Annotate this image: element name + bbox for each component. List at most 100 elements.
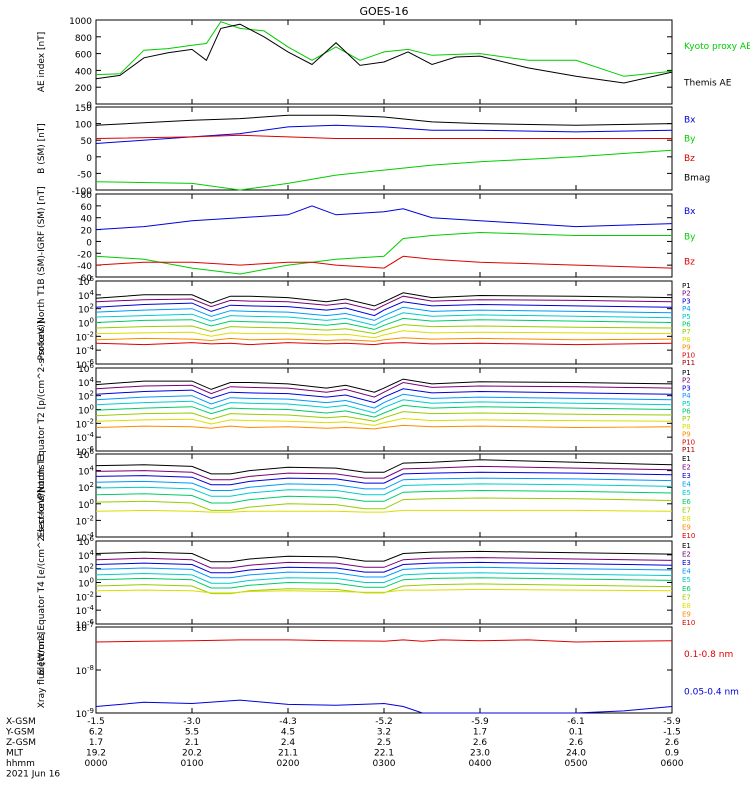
series-line-p2 bbox=[95, 295, 673, 311]
legend-label: E7 bbox=[682, 506, 691, 514]
footer-value: -5.9 bbox=[471, 717, 489, 727]
legend-label: E5 bbox=[682, 489, 691, 497]
legend-label: P10 bbox=[682, 351, 695, 359]
footer-value: 0000 bbox=[85, 759, 108, 769]
series-line-kyoto-proxy-ae bbox=[95, 21, 673, 77]
y-tick-label: 10-2 bbox=[76, 417, 94, 430]
series-line-p7 bbox=[95, 324, 673, 335]
y-axis-label: B (SM)-IGRF (SM) [nT] bbox=[37, 186, 47, 284]
y-tick-label: 400 bbox=[75, 67, 92, 77]
series-line-p4 bbox=[95, 306, 673, 321]
y-tick-label: 80 bbox=[81, 191, 93, 201]
panel-frame bbox=[95, 280, 673, 365]
legend-label: P9 bbox=[682, 431, 691, 439]
legend-label: P3 bbox=[682, 384, 691, 392]
y-tick-label: 800 bbox=[75, 34, 92, 44]
legend-label: 0.1-0.8 nm bbox=[684, 650, 733, 660]
footer-value: 1.7 bbox=[473, 728, 487, 738]
legend-label: P5 bbox=[682, 313, 691, 321]
footer-value: 5.5 bbox=[185, 728, 199, 738]
legend-label: Bx bbox=[684, 207, 696, 217]
legend-label: E4 bbox=[682, 568, 691, 576]
series-line-e6 bbox=[95, 489, 673, 504]
footer-value: 0.1 bbox=[569, 728, 583, 738]
footer-value: -1.5 bbox=[663, 728, 681, 738]
footer-value: 2.4 bbox=[281, 738, 296, 748]
footer-row-label: Y-GSM bbox=[5, 728, 34, 738]
plot-title: GOES-16 bbox=[359, 5, 408, 18]
y-tick-label: 50 bbox=[81, 137, 93, 147]
legend-label: By bbox=[684, 232, 696, 242]
series-line-p1 bbox=[95, 292, 673, 307]
legend-label: E1 bbox=[682, 455, 691, 463]
y-axis-label: B (SM) [nT] bbox=[37, 123, 47, 174]
y-tick-label: -40 bbox=[77, 262, 92, 272]
series-line-e1 bbox=[95, 459, 673, 475]
y-tick-label: 10-4 bbox=[76, 604, 95, 617]
footer-value: 0500 bbox=[565, 759, 588, 769]
panel-frame bbox=[95, 367, 673, 452]
legend-label: P8 bbox=[682, 423, 691, 431]
footer-value: 4.5 bbox=[281, 728, 295, 738]
legend-label: E6 bbox=[682, 498, 691, 506]
legend-label: E3 bbox=[682, 472, 691, 480]
footer-value: 0300 bbox=[373, 759, 396, 769]
legend-label: E8 bbox=[682, 515, 691, 523]
legend-label: 0.05-0.4 nm bbox=[684, 687, 739, 697]
legend-label: E5 bbox=[682, 576, 691, 584]
legend-label: P6 bbox=[682, 321, 691, 329]
y-tick-label: -20 bbox=[77, 250, 92, 260]
series-line-e6 bbox=[95, 577, 673, 589]
footer-value: 0400 bbox=[469, 759, 492, 769]
series-line-p6 bbox=[95, 404, 673, 418]
legend-label: P2 bbox=[682, 377, 691, 385]
legend-label: P9 bbox=[682, 344, 691, 352]
series-line-bz bbox=[95, 255, 673, 269]
footer-value: 19.2 bbox=[86, 749, 106, 759]
series-line-p9 bbox=[95, 337, 673, 342]
series-line-e3 bbox=[95, 471, 673, 486]
legend-label: Bx bbox=[684, 115, 696, 125]
y-tick-label: 100 bbox=[78, 498, 94, 511]
panel-3: -60 -40 -20 020 40 60 80 B (SM)-IGRF (SM) [nT] B… bbox=[37, 186, 696, 284]
series-line-p9 bbox=[95, 424, 673, 430]
y-tick-label: 0 bbox=[86, 238, 92, 248]
legend-label: P4 bbox=[682, 305, 691, 313]
y-tick-label: 104 bbox=[78, 549, 94, 562]
legend-label: P6 bbox=[682, 408, 691, 416]
y-tick-label: 104 bbox=[78, 289, 94, 302]
footer-row-label: hhmm bbox=[6, 759, 35, 769]
y-tick-label: 10-2 bbox=[76, 330, 94, 343]
series-line-e8 bbox=[95, 509, 673, 513]
y-tick-label: 10-8 bbox=[76, 664, 94, 677]
footer-value: 6.2 bbox=[89, 728, 103, 738]
footer-value: 3.2 bbox=[377, 728, 391, 738]
series-line-p10 bbox=[95, 342, 673, 346]
y-axis-label: Protons North T1 bbox=[37, 285, 47, 361]
series-line-0-05-0-4-nm bbox=[95, 699, 673, 714]
series-line-themis-ae bbox=[95, 23, 673, 84]
legend-label: By bbox=[684, 135, 696, 145]
footer-row-label: MLT bbox=[6, 749, 24, 759]
legend-label: Bz bbox=[684, 257, 695, 267]
y-axis-label: Electrons Equator T4 [e/(cm^2-s-sr-keV)] bbox=[37, 490, 47, 675]
legend-label: E4 bbox=[682, 481, 691, 489]
footer-value: 0200 bbox=[277, 759, 300, 769]
y-tick-label: 1000 bbox=[69, 17, 92, 27]
footer-group: X-GSM -1.5 -3.0 -4.3 -5.2 -5.9 -6.1 -5.9 Y-GSM 6.… bbox=[5, 717, 684, 780]
footer-value: 0100 bbox=[181, 759, 204, 769]
series-line-e5 bbox=[95, 483, 673, 497]
y-tick-label: -100 bbox=[72, 187, 93, 197]
y-tick-label: 0 bbox=[86, 101, 92, 111]
series-line-bmag bbox=[95, 114, 673, 126]
series-line-p3 bbox=[95, 301, 673, 317]
y-tick-label: -50 bbox=[77, 170, 92, 180]
series-line-e8 bbox=[95, 588, 673, 594]
series-line-0-1-0-8-nm bbox=[95, 639, 673, 643]
y-axis-label: Protons Equator T2 [p/(cm^2-s-sr-keV)] bbox=[37, 321, 47, 498]
legend-label: E10 bbox=[682, 532, 695, 540]
